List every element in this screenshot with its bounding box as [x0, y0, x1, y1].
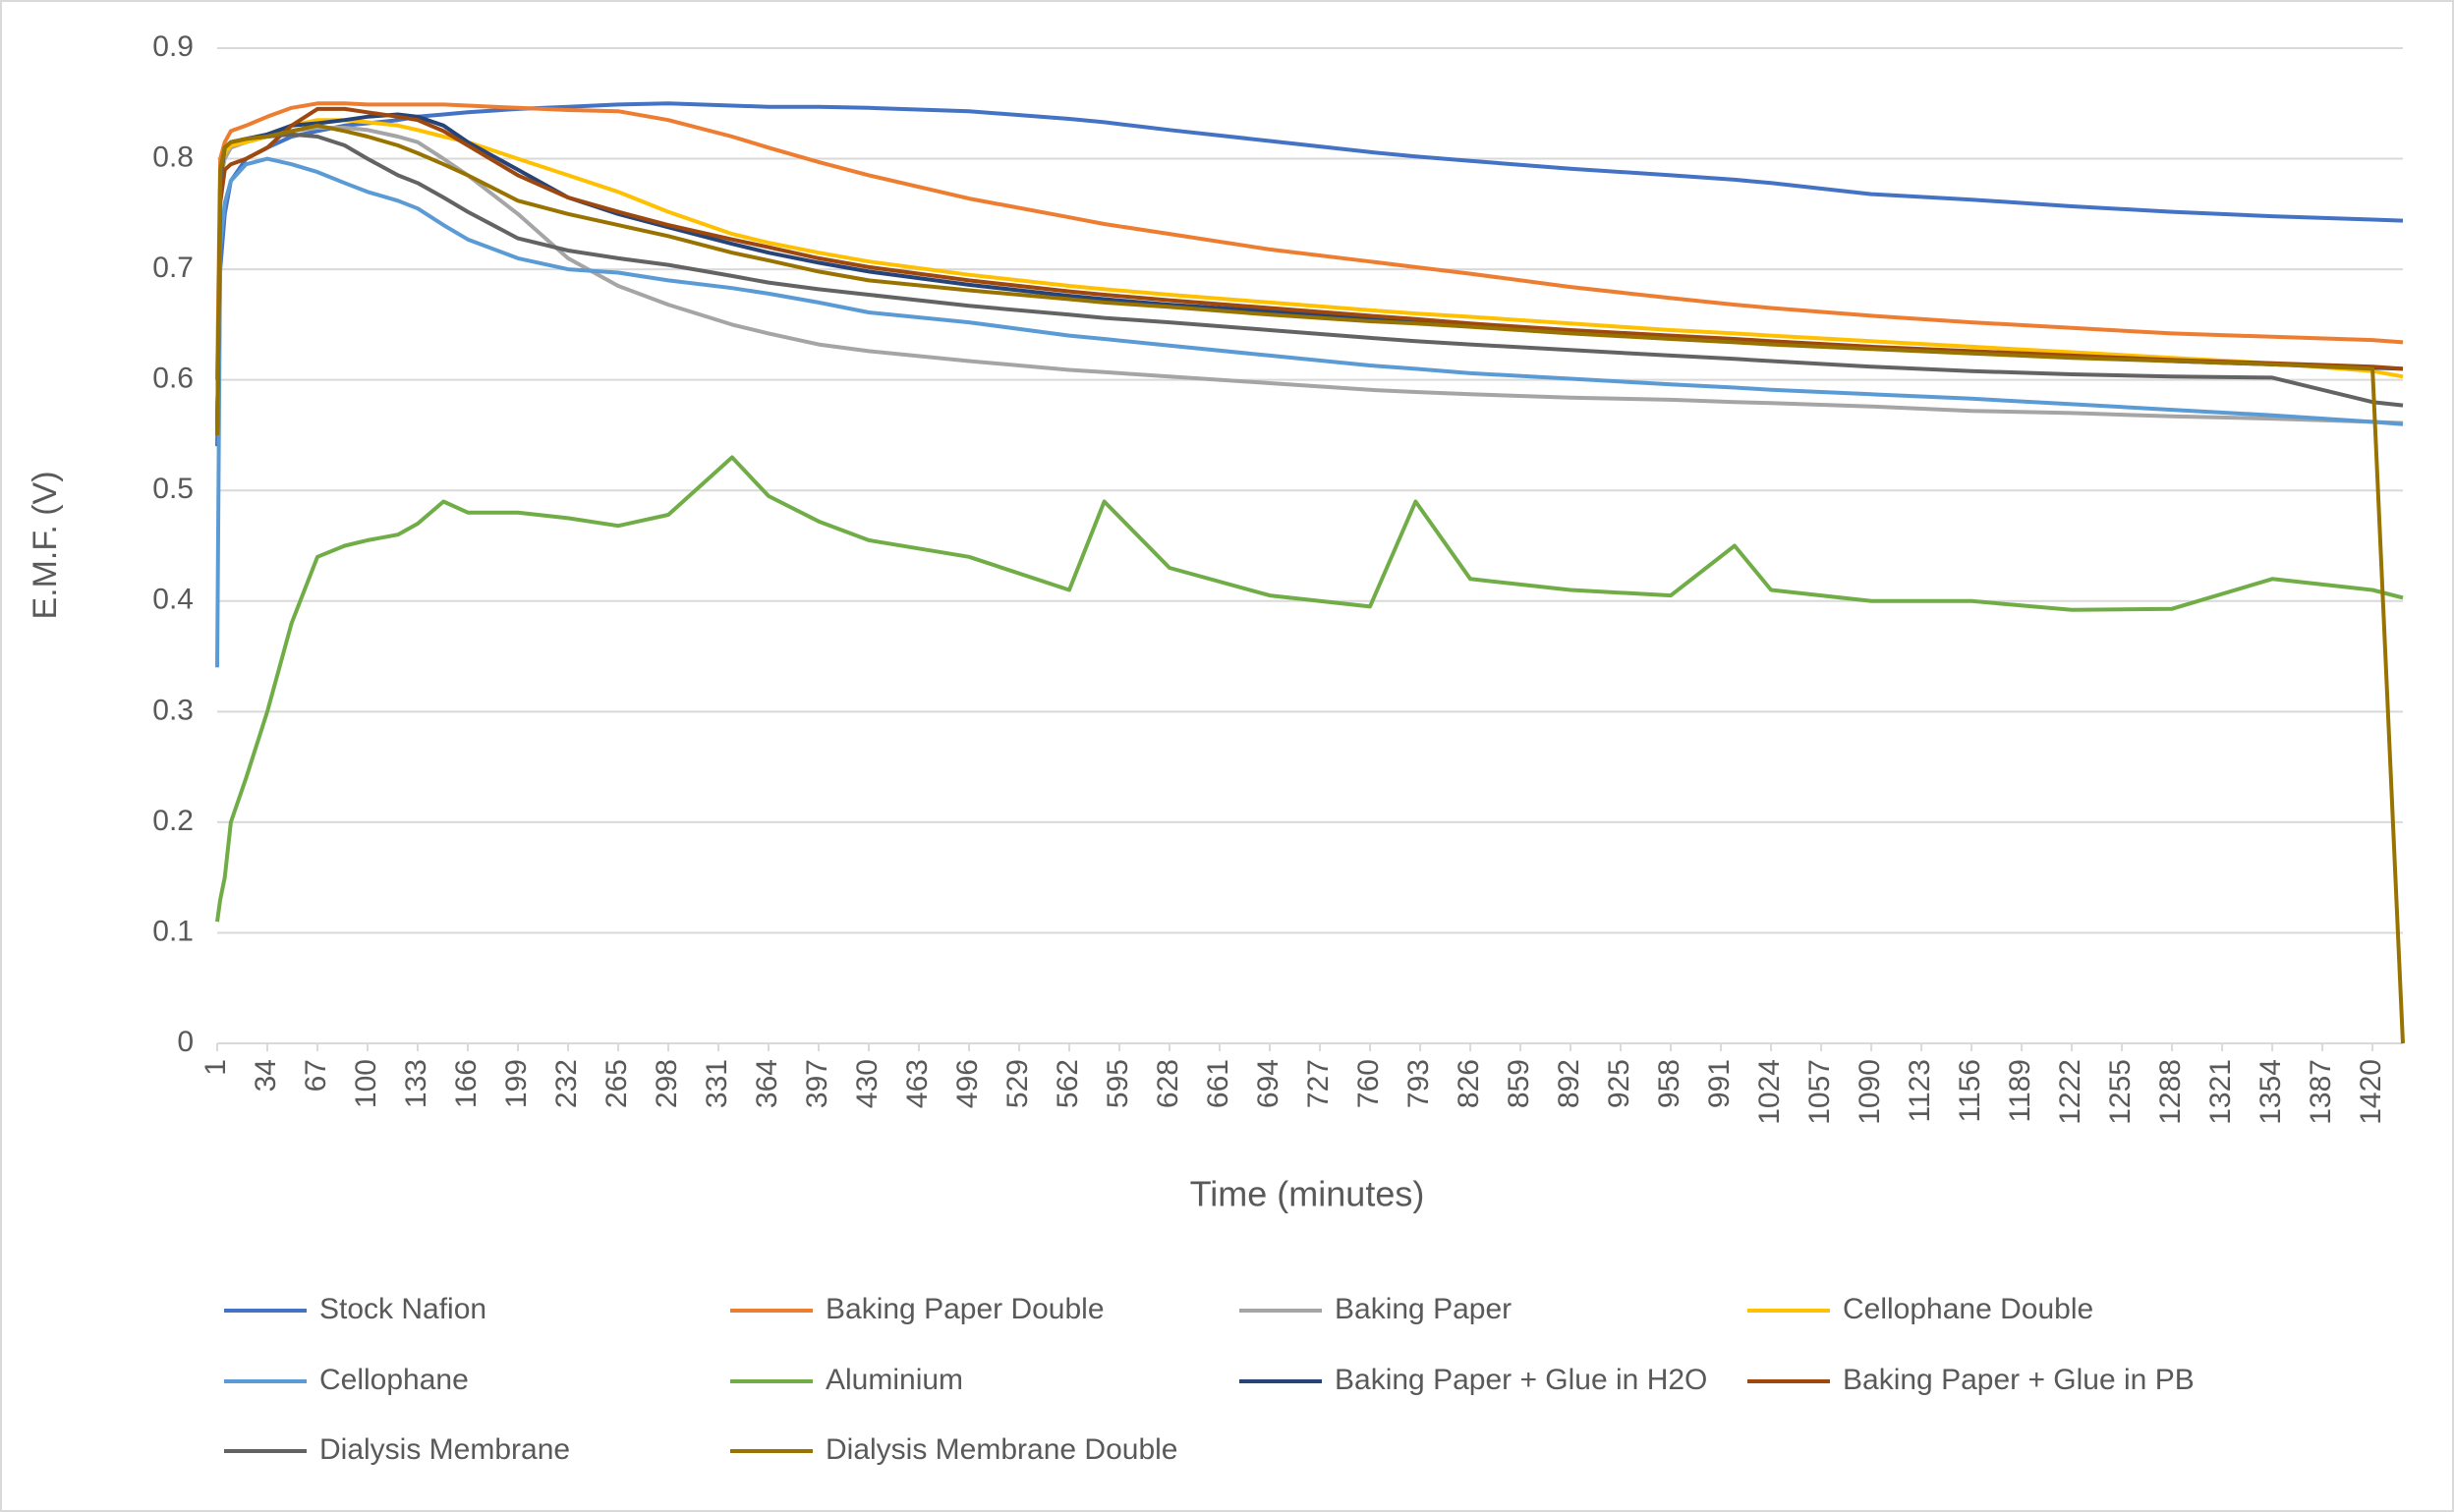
legend-label: Dialysis Membrane Double: [826, 1433, 1177, 1466]
x-tick-label: 331: [701, 1059, 733, 1108]
x-tick-label: 397: [801, 1059, 833, 1108]
y-tick-label: 0.6: [152, 363, 194, 395]
y-tick-label: 0.9: [152, 30, 194, 63]
y-tick-label: 0.5: [152, 473, 194, 505]
series-line: [215, 123, 2405, 1044]
y-tick-label: 0.7: [152, 252, 194, 284]
x-tick-label: 199: [500, 1059, 533, 1108]
x-tick-label: 34: [250, 1059, 282, 1092]
legend-label: Cellophane Double: [1843, 1293, 2093, 1325]
series-line: [215, 132, 2404, 435]
series-line: [215, 101, 2404, 447]
x-tick-label: 1156: [1954, 1059, 1986, 1123]
y-tick-label: 0.4: [152, 584, 194, 616]
legend-label: Baking Paper + Glue in PB: [1843, 1364, 2195, 1396]
legend-label: Stock Nafion: [319, 1293, 486, 1325]
x-tick-label: 925: [1603, 1059, 1635, 1108]
x-tick-label: 496: [951, 1059, 984, 1108]
y-axis-title: E.M.F. (V): [27, 471, 64, 619]
x-tick-label: 991: [1703, 1059, 1736, 1108]
y-tick-label: 0: [177, 1026, 194, 1058]
x-tick-label: 1189: [2004, 1059, 2036, 1123]
x-tick-label: 1057: [1803, 1059, 1836, 1125]
x-tick-label: 1: [200, 1059, 232, 1076]
legend-label: Dialysis Membrane: [319, 1433, 570, 1466]
x-tick-label: 694: [1252, 1059, 1284, 1108]
y-tick-label: 0.2: [152, 805, 194, 837]
x-tick-label: 265: [600, 1059, 633, 1108]
x-tick-label: 562: [1052, 1059, 1084, 1108]
y-tick-label: 0.8: [152, 140, 194, 173]
x-tick-label: 760: [1352, 1059, 1385, 1108]
legend-label: Baking Paper Double: [826, 1293, 1105, 1325]
series-line: [215, 101, 2404, 380]
x-tick-label: 1387: [2305, 1059, 2337, 1125]
y-tick-label: 0.3: [152, 694, 194, 726]
y-tick-label: 0.1: [152, 915, 194, 947]
series-line: [215, 156, 2404, 668]
x-tick-label: 529: [1001, 1059, 1034, 1108]
x-tick-label: 661: [1202, 1059, 1234, 1108]
x-tick-label: 793: [1402, 1059, 1435, 1108]
x-tick-label: 232: [550, 1059, 583, 1108]
legend-label: Baking Paper: [1335, 1293, 1512, 1325]
x-tick-label: 958: [1653, 1059, 1685, 1108]
x-tick-label: 892: [1553, 1059, 1585, 1108]
series-line: [215, 118, 2404, 435]
x-tick-label: 1420: [2355, 1059, 2387, 1125]
x-tick-label: 364: [751, 1059, 783, 1108]
x-tick-label: 463: [901, 1059, 934, 1108]
legend-label: Cellophane: [319, 1364, 469, 1396]
x-tick-label: 1222: [2054, 1059, 2086, 1125]
x-tick-label: 430: [851, 1059, 884, 1108]
series-line: [215, 106, 2404, 435]
x-tick-label: 1255: [2104, 1059, 2137, 1125]
legend-label: Aluminium: [826, 1364, 963, 1396]
x-tick-label: 1321: [2204, 1059, 2237, 1125]
legend-label: Baking Paper + Glue in H2O: [1335, 1364, 1707, 1396]
x-tick-label: 166: [450, 1059, 483, 1108]
x-tick-label: 595: [1102, 1059, 1134, 1108]
x-tick-label: 826: [1453, 1059, 1485, 1108]
x-tick-label: 1024: [1753, 1059, 1786, 1125]
x-tick-label: 67: [300, 1059, 332, 1092]
x-tick-label: 100: [350, 1059, 382, 1108]
x-tick-label: 628: [1152, 1059, 1184, 1108]
series-line: [215, 455, 2404, 923]
x-tick-label: 1288: [2154, 1059, 2187, 1125]
x-tick-label: 133: [400, 1059, 432, 1108]
x-tick-label: 1123: [1904, 1059, 1936, 1123]
x-tick-label: 1090: [1854, 1059, 1886, 1125]
x-axis-title: Time (minutes): [1190, 1174, 1425, 1214]
x-tick-label: 1354: [2254, 1059, 2287, 1125]
x-tick-label: 298: [651, 1059, 683, 1108]
x-tick-label: 859: [1503, 1059, 1535, 1108]
x-tick-label: 727: [1302, 1059, 1335, 1108]
